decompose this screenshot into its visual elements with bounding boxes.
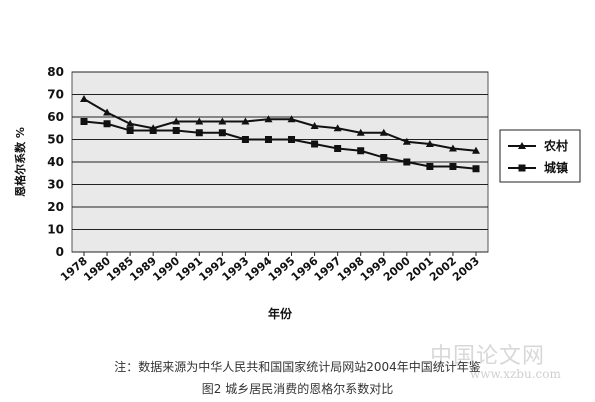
data-point-1 xyxy=(172,117,181,125)
x-tick-label: 2003 xyxy=(450,254,482,284)
legend-label-2: 城镇 xyxy=(544,160,568,175)
data-point-2 xyxy=(80,118,88,125)
data-point-2 xyxy=(380,154,388,161)
data-point-2 xyxy=(426,163,434,170)
data-point-2 xyxy=(403,158,411,166)
y-tick-label: 70 xyxy=(47,88,64,102)
source-note: 注：数据来源为中华人民共和国国家统计局网站2004年中国统计年鉴 xyxy=(114,360,481,374)
data-point-2 xyxy=(357,147,365,155)
data-point-2 xyxy=(334,145,342,152)
legend-marker-1 xyxy=(518,142,526,149)
data-point-2 xyxy=(149,127,157,134)
data-point-1 xyxy=(402,137,411,145)
data-point-2 xyxy=(218,129,226,137)
data-point-1 xyxy=(103,108,112,116)
data-point-1 xyxy=(126,119,135,127)
series-line-1 xyxy=(83,98,477,152)
data-point-1 xyxy=(472,146,480,154)
y-tick-label: 20 xyxy=(47,200,64,214)
data-point-2 xyxy=(241,136,249,143)
y-axis-title: 恩格尔系数 % xyxy=(13,127,27,197)
y-tick-label: 10 xyxy=(47,223,64,237)
figure-caption: 图2 城乡居民消费的恩格尔系数对比 xyxy=(201,382,394,396)
legend-marker-2 xyxy=(518,164,526,172)
watermark-logo: 中国论文网 xyxy=(430,344,546,369)
watermark-url: www.xzbu.com xyxy=(470,367,561,381)
data-point-1 xyxy=(264,115,273,123)
data-point-2 xyxy=(311,140,319,148)
data-point-2 xyxy=(195,129,203,137)
y-tick-label: 60 xyxy=(47,110,64,124)
x-axis-title: 年份 xyxy=(268,306,293,321)
data-point-1 xyxy=(241,117,250,125)
legend-box xyxy=(499,129,581,183)
data-point-1 xyxy=(195,117,204,125)
data-point-2 xyxy=(103,120,111,128)
data-point-2 xyxy=(288,136,296,143)
y-tick-label: 40 xyxy=(47,155,64,169)
data-point-1 xyxy=(218,117,227,125)
data-point-2 xyxy=(264,136,272,143)
y-tick-label: 80 xyxy=(47,65,64,79)
y-tick-label: 50 xyxy=(47,133,64,147)
data-point-1 xyxy=(379,128,388,136)
series-line-2 xyxy=(83,120,477,170)
data-point-1 xyxy=(287,115,296,123)
data-point-1 xyxy=(448,144,457,152)
legend-label-1: 农村 xyxy=(543,138,568,153)
data-point-2 xyxy=(449,163,457,170)
data-point-2 xyxy=(126,127,134,134)
data-point-1 xyxy=(80,95,88,102)
data-point-1 xyxy=(425,140,434,147)
y-tick-label: 30 xyxy=(47,178,64,192)
data-point-1 xyxy=(310,122,319,129)
data-point-2 xyxy=(172,127,180,134)
y-tick-label: 0 xyxy=(56,245,64,259)
data-point-1 xyxy=(333,124,342,132)
data-point-1 xyxy=(356,128,365,136)
data-point-2 xyxy=(472,165,480,173)
